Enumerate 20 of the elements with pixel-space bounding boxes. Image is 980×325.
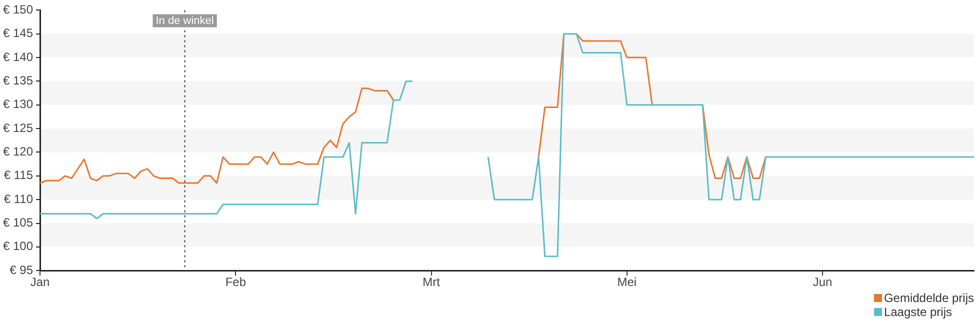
y-tick-label: € 135	[3, 74, 34, 88]
y-tick-label: € 150	[3, 2, 34, 17]
y-tick-label: € 120	[3, 144, 34, 159]
x-tick-label: Jan	[30, 275, 50, 290]
y-tick-label: € 145	[3, 26, 34, 40]
y-tick-label: € 95	[10, 262, 34, 277]
x-tick-label: Mei	[617, 275, 637, 290]
legend-label: Gemiddelde prijs	[884, 291, 974, 305]
y-tick-label: € 115	[4, 168, 34, 182]
annotation: In de winkel	[156, 15, 214, 28]
y-tick-label: € 105	[3, 216, 34, 230]
legend-label: Laagste prijs	[884, 305, 952, 319]
y-tick-label: € 110	[4, 192, 34, 206]
x-tick-label: Jun	[812, 275, 832, 290]
y-tick-label: € 125	[3, 120, 34, 135]
y-tick-label: € 130	[3, 97, 34, 112]
x-tick-label: Mrt	[422, 275, 441, 290]
y-tick-label: € 100	[3, 239, 34, 254]
y-tick-label: € 140	[3, 50, 34, 64]
x-tick-label: Feb	[225, 275, 246, 290]
